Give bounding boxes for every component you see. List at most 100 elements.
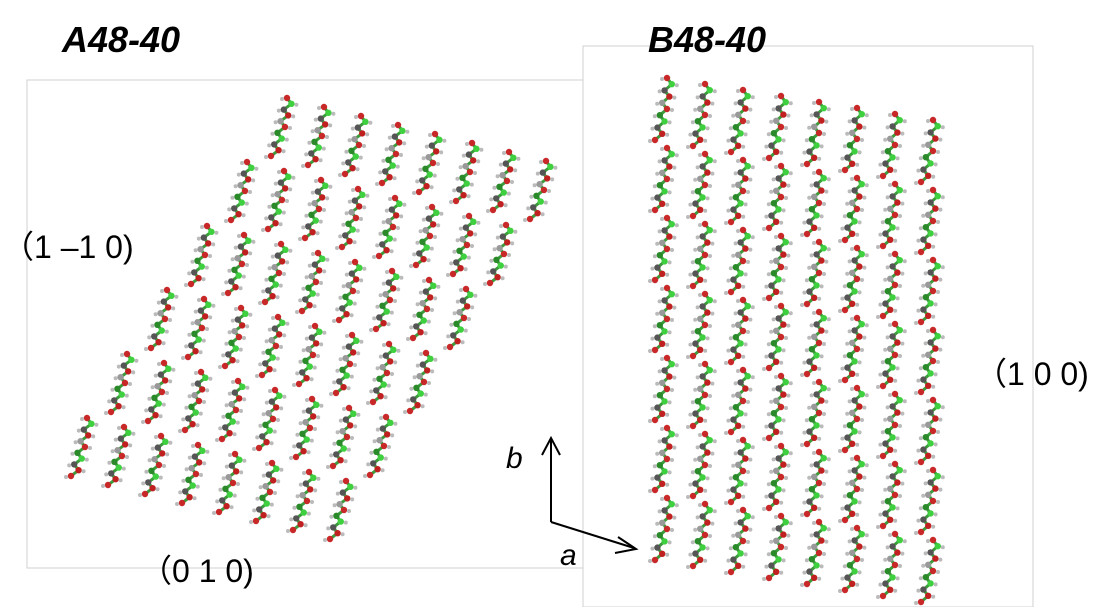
atom xyxy=(419,300,425,306)
atom xyxy=(159,327,165,333)
atom xyxy=(128,382,132,386)
atom xyxy=(342,171,348,177)
atom xyxy=(322,147,326,151)
atom xyxy=(277,118,283,124)
atom xyxy=(699,373,705,379)
atom xyxy=(353,424,357,428)
atom xyxy=(764,565,768,569)
atom xyxy=(279,345,283,349)
atom xyxy=(878,233,882,237)
molecule xyxy=(406,277,440,341)
atom xyxy=(745,513,751,519)
atom xyxy=(164,287,170,293)
atom xyxy=(150,324,154,328)
atom xyxy=(734,101,738,105)
atom xyxy=(303,375,309,381)
atom xyxy=(230,418,236,424)
atom xyxy=(299,431,305,437)
atom xyxy=(850,177,854,181)
atom xyxy=(773,149,779,155)
atom xyxy=(692,340,698,346)
atom xyxy=(661,87,667,93)
atom xyxy=(199,473,203,477)
atom xyxy=(697,386,703,392)
atom xyxy=(659,450,665,456)
atom xyxy=(312,261,318,267)
atom xyxy=(333,503,337,507)
atom xyxy=(784,196,788,200)
atom xyxy=(265,401,269,405)
atom xyxy=(847,422,853,428)
atom xyxy=(735,143,741,149)
atom xyxy=(335,307,339,311)
atom xyxy=(381,468,385,472)
atom xyxy=(775,206,781,212)
molecule xyxy=(338,113,372,177)
atom xyxy=(688,273,692,277)
atom xyxy=(672,446,676,450)
atom xyxy=(824,190,828,194)
atom xyxy=(416,364,420,368)
atom xyxy=(359,340,363,344)
atom xyxy=(424,331,428,335)
atom xyxy=(666,233,672,239)
atom xyxy=(261,289,265,293)
atom xyxy=(941,125,945,129)
atom xyxy=(660,147,664,151)
atom xyxy=(310,377,314,381)
atom xyxy=(276,295,280,299)
atom xyxy=(925,142,931,148)
atom xyxy=(382,168,388,174)
atom xyxy=(263,439,269,445)
atom xyxy=(208,254,212,258)
atom xyxy=(459,288,463,292)
atom xyxy=(672,376,676,380)
atom xyxy=(887,556,893,562)
atom xyxy=(892,321,898,327)
atom xyxy=(460,297,466,303)
atom xyxy=(239,199,245,205)
atom xyxy=(903,469,907,473)
atom xyxy=(227,491,233,497)
atom xyxy=(660,427,664,431)
atom xyxy=(772,247,776,251)
atom xyxy=(772,527,776,531)
atom xyxy=(762,297,766,301)
atom xyxy=(843,284,847,288)
atom xyxy=(850,387,854,391)
atom xyxy=(850,107,854,111)
atom xyxy=(85,458,89,462)
atom xyxy=(920,236,926,242)
atom xyxy=(399,214,403,218)
atom xyxy=(348,261,352,265)
atom xyxy=(914,531,918,535)
atom xyxy=(653,254,657,258)
atom xyxy=(737,480,743,486)
atom xyxy=(652,347,658,353)
atom xyxy=(865,323,869,327)
atom xyxy=(697,277,703,283)
atom xyxy=(855,513,859,517)
atom xyxy=(702,221,708,227)
atom xyxy=(341,223,345,227)
atom xyxy=(107,461,111,465)
axis-a-label: a xyxy=(560,539,577,572)
atom xyxy=(774,95,778,99)
atom xyxy=(379,355,383,359)
molecule xyxy=(175,442,209,506)
atom xyxy=(390,162,396,168)
atom xyxy=(192,453,198,459)
atom xyxy=(350,436,354,440)
atom xyxy=(851,397,857,403)
atom xyxy=(427,171,433,177)
atom xyxy=(653,394,657,398)
molecule xyxy=(800,99,831,167)
atom xyxy=(735,493,741,499)
atom xyxy=(820,214,824,218)
atom xyxy=(670,248,674,252)
atom xyxy=(889,364,895,370)
atom xyxy=(387,358,393,364)
atom xyxy=(282,185,288,191)
atom xyxy=(659,170,665,176)
atom xyxy=(224,219,228,223)
